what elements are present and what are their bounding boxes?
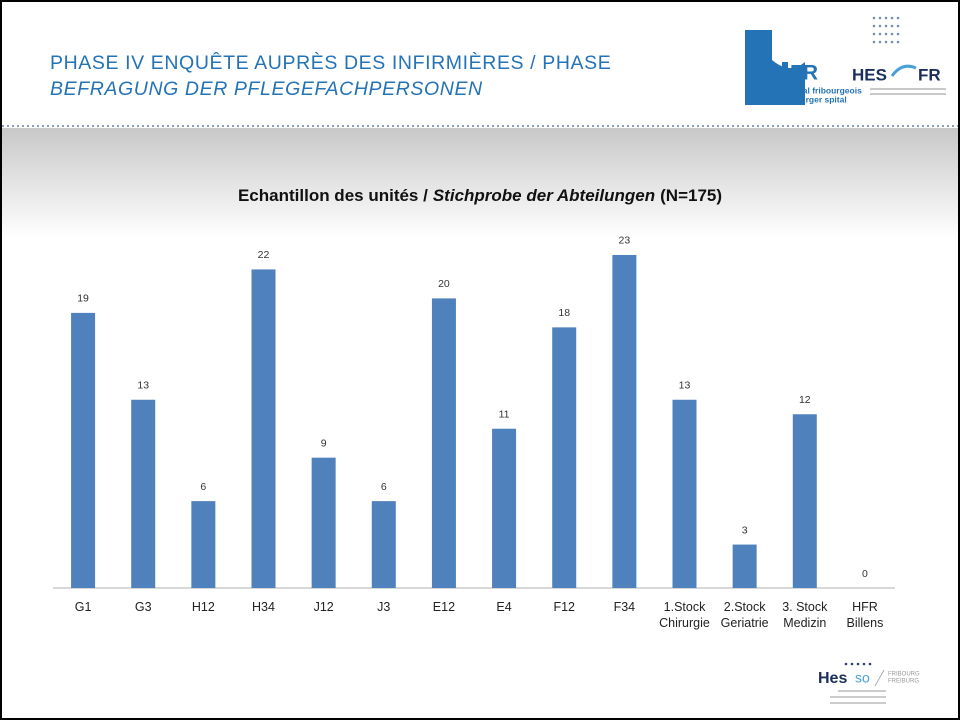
gradient-band <box>1 128 959 238</box>
title-part: (N=175) <box>660 186 722 205</box>
data-label: 20 <box>438 278 450 290</box>
bar <box>552 327 577 588</box>
x-tick-line: J3 <box>377 600 390 614</box>
x-tick-label: HFR Billens <box>847 600 884 630</box>
x-tick-label: F12 <box>553 600 575 614</box>
data-label: 6 <box>381 481 387 493</box>
bar <box>792 414 817 588</box>
hfr-text: FR <box>790 62 818 85</box>
hes-left: HES <box>852 65 887 84</box>
hes-fineprint <box>870 93 946 95</box>
hesso-city: FREIBURG <box>888 679 919 685</box>
x-tick-label: H34 <box>252 600 275 614</box>
x-tick-label: J3 <box>377 600 390 614</box>
x-tick-line: F12 <box>553 600 575 614</box>
bar <box>371 501 396 588</box>
x-tick-line: E4 <box>496 600 511 614</box>
x-tick-label: G1 <box>75 600 92 614</box>
data-label: 11 <box>499 409 510 421</box>
header-subtitle: BEFRAGUNG DER PFLEGEFACHPERSONEN <box>50 78 483 100</box>
data-label: 3 <box>742 524 748 536</box>
hesso-fineprint <box>838 690 886 692</box>
data-label: 13 <box>137 380 149 392</box>
title-part: Echantillon des unités / <box>238 186 428 205</box>
hesso-fineprint <box>830 696 886 698</box>
data-label: 6 <box>200 481 206 493</box>
data-label: 22 <box>258 249 270 261</box>
bar <box>131 399 156 588</box>
x-tick-line: Chirurgie <box>659 616 710 630</box>
x-tick-line: G3 <box>135 600 152 614</box>
x-tick-label: J12 <box>314 600 334 614</box>
x-tick-line: G1 <box>75 600 92 614</box>
hesso-fineprint <box>830 702 886 704</box>
hes-swoosh <box>890 64 917 77</box>
hfr-logo: FR hôpital fribourgeois freiburger spita… <box>745 30 862 105</box>
bar <box>612 254 637 588</box>
hesso-logo: Hes so FRIBOURG FREIBURG <box>818 662 920 704</box>
data-label: 23 <box>619 235 631 247</box>
data-label: 9 <box>321 437 327 449</box>
hfr-shape <box>745 30 805 105</box>
x-tick-line: 3. Stock <box>782 600 828 614</box>
x-tick-line: Medizin <box>783 616 826 630</box>
x-tick-line: 2.Stock <box>724 600 766 614</box>
x-tick-line: H12 <box>192 600 215 614</box>
bar <box>311 457 336 588</box>
hes-fineprint <box>870 88 946 90</box>
hesso-dots <box>844 662 872 666</box>
x-tick-label: 2.Stock Geriatrie <box>721 600 769 630</box>
x-tick-line: HFR <box>852 600 878 614</box>
data-label: 12 <box>799 394 811 406</box>
data-label: 18 <box>558 307 570 319</box>
bar <box>431 298 456 588</box>
x-tick-label: 1.Stock Chirurgie <box>659 600 710 630</box>
hfr-line1: hôpital fribourgeois <box>782 85 862 95</box>
hesso-so: so <box>855 670 870 686</box>
x-tick-line: E12 <box>433 600 455 614</box>
x-tick-line: 1.Stock <box>664 600 706 614</box>
x-tick-line: F34 <box>614 600 636 614</box>
hesso-city: FRIBOURG <box>888 672 920 678</box>
bar <box>251 269 276 588</box>
bar <box>492 428 517 588</box>
header-title: PHASE IV ENQUÊTE AUPRÈS DES INFIRMIÈRES … <box>50 51 611 74</box>
hfr-line2: freiburger spital <box>782 94 847 104</box>
x-tick-label: E12 <box>433 600 455 614</box>
hes-dots <box>872 16 900 44</box>
x-tick-label: 3. Stock Medizin <box>782 600 828 630</box>
hesso-hes: Hes <box>818 670 847 687</box>
bar <box>672 399 697 588</box>
data-label: 19 <box>77 293 89 305</box>
x-tick-label: H12 <box>192 600 215 614</box>
hfr-h <box>782 62 788 84</box>
data-label: 13 <box>679 380 691 392</box>
hes-right: FR <box>918 65 941 84</box>
bar <box>732 544 757 588</box>
plot: G1 19 G3 13 H12 6 H34 22 J12 9 J3 6 E12 20 E4 11 F12 18 F3… <box>53 235 895 630</box>
chart-title: Echantillon des unités / Stichprobe der A… <box>238 186 722 205</box>
x-tick-label: E4 <box>496 600 511 614</box>
data-label: 0 <box>862 568 868 580</box>
x-tick-line: Geriatrie <box>721 616 769 630</box>
x-tick-line: Billens <box>847 616 884 630</box>
x-tick-line: H34 <box>252 600 275 614</box>
x-tick-label: F34 <box>614 600 636 614</box>
bar <box>191 501 216 588</box>
bar <box>71 312 96 588</box>
x-tick-line: J12 <box>314 600 334 614</box>
x-tick-label: G3 <box>135 600 152 614</box>
hesso-slash <box>874 669 885 687</box>
title-part: Stichprobe der Abteilungen <box>433 186 655 205</box>
hes-logo: HES FR <box>852 16 946 95</box>
